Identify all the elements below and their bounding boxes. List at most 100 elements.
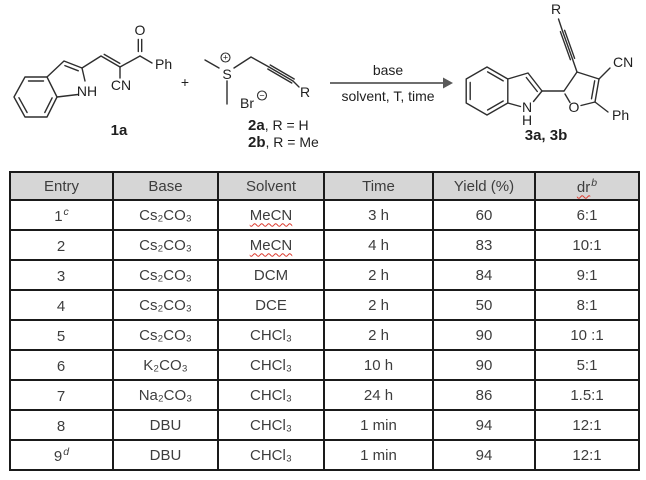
header-base: Base [112, 171, 219, 201]
entry-value: 6 [56, 357, 66, 375]
bromide-label: Br [240, 95, 254, 111]
time-value: 2 h [323, 319, 434, 351]
solvent-value: DCM [253, 266, 289, 284]
compound-1a-label: 1a [111, 122, 128, 139]
header-yield: Yield (%) [432, 171, 536, 201]
minus-charge: − [259, 91, 264, 101]
time-value: 3 h [323, 199, 434, 231]
yield-value: 90 [432, 319, 536, 351]
base-value: Na₂CO₃ [112, 379, 219, 411]
product-label: 3a, 3b [525, 127, 568, 144]
dr-value: 12:1 [534, 439, 640, 471]
dr-value: 10 :1 [534, 319, 640, 351]
header-time: Time [323, 171, 434, 201]
entry-footnote-marker: d [63, 445, 70, 458]
entry-footnote-marker: c [63, 205, 69, 218]
dr-value: 9:1 [534, 259, 640, 291]
conditions-below: solvent, T, time [341, 88, 434, 104]
r-group-label: R [300, 84, 310, 100]
solvent-value: MeCN [249, 206, 293, 224]
time-value: 2 h [323, 289, 434, 321]
product-structure: N H O CN Ph R 3a, 3b [465, 1, 633, 144]
entry-value: 1 [54, 207, 63, 225]
table-header-row: Entry Base Solvent Time Yield (%) drb [9, 171, 640, 201]
entry-value: 7 [56, 387, 66, 405]
table-row: 5 Cs₂CO₃ CHCl₃ 2 h 90 10 :1 [9, 319, 640, 351]
base-value: Cs₂CO₃ [112, 319, 219, 351]
yield-value: 60 [432, 199, 536, 231]
indole-n-atom-label: N [522, 99, 532, 115]
sulfur-atom-label: S [222, 66, 231, 82]
base-value: Cs₂CO₃ [112, 199, 219, 231]
base-value: Cs₂CO₃ [112, 259, 219, 291]
compound-2b-label: 2b, R = Me [248, 134, 319, 151]
solvent-value: MeCN [249, 236, 293, 254]
phenyl-label: Ph [155, 56, 172, 72]
reaction-arrow: base solvent, T, time [330, 62, 453, 104]
furan-o-atom-label: O [569, 99, 580, 115]
table-row: 4 Cs₂CO₃ DCE 2 h 50 8:1 [9, 289, 640, 321]
nitrile-atom-label: CN [111, 77, 131, 93]
yield-value: 90 [432, 349, 536, 381]
conditions-above: base [373, 62, 404, 78]
conditions-table: Entry Base Solvent Time Yield (%) drb 1c… [9, 171, 640, 471]
dr-value: 1.5:1 [534, 379, 640, 411]
time-value: 24 h [323, 379, 434, 411]
solvent-value: CHCl₃ [250, 416, 292, 434]
reactant-2-structure: + S R Br − 2a, R = H 2b, R = Me [204, 52, 319, 151]
reactant-1a-structure: NH CN O Ph 1a [13, 22, 172, 139]
yield-value: 86 [432, 379, 536, 411]
dr-value: 5:1 [534, 349, 640, 381]
product-phenyl-label: Ph [612, 107, 629, 123]
plus-charge: + [223, 53, 228, 63]
yield-value: 84 [432, 259, 536, 291]
header-dr: drb [534, 171, 640, 201]
table-row: 8 DBU CHCl₃ 1 min 94 12:1 [9, 409, 640, 441]
base-value: Cs₂CO₃ [112, 229, 219, 261]
dr-value: 10:1 [534, 229, 640, 261]
dr-value: 6:1 [534, 199, 640, 231]
minus-charge-circle [256, 90, 268, 101]
time-value: 10 h [323, 349, 434, 381]
entry-value: 3 [56, 267, 66, 285]
table-row: 2 Cs₂CO₃ MeCN 4 h 83 10:1 [9, 229, 640, 261]
solvent-value: DCE [255, 296, 287, 314]
product-nitrile-label: CN [613, 54, 633, 70]
time-value: 1 min [323, 439, 434, 471]
solvent-value: CHCl₃ [250, 356, 292, 374]
base-value: K₂CO₃ [112, 349, 219, 381]
entry-value: 5 [56, 327, 66, 345]
compound-2a-label: 2a, R = H [248, 117, 309, 134]
yield-value: 94 [432, 409, 536, 441]
dr-footnote-marker: b [591, 176, 598, 189]
dr-value: 8:1 [534, 289, 640, 321]
table-row: 9d DBU CHCl₃ 1 min 94 12:1 [9, 439, 640, 471]
table-row: 7 Na₂CO₃ CHCl₃ 24 h 86 1.5:1 [9, 379, 640, 411]
entry-value: 4 [56, 297, 66, 315]
header-entry: Entry [9, 171, 114, 201]
product-r-group-label: R [551, 1, 561, 17]
time-value: 2 h [323, 259, 434, 291]
carbonyl-o-atom-label: O [135, 22, 146, 38]
base-value: DBU [112, 439, 219, 471]
dr-value: 12:1 [534, 409, 640, 441]
nh-atom-label: NH [77, 83, 97, 99]
yield-value: 50 [432, 289, 536, 321]
time-value: 1 min [323, 409, 434, 441]
base-value: Cs₂CO₃ [112, 289, 219, 321]
solvent-value: CHCl₃ [250, 386, 292, 404]
table-row: 1c Cs₂CO₃ MeCN 3 h 60 6:1 [9, 199, 640, 231]
entry-value: 2 [56, 237, 66, 255]
plus-charge-circle [220, 52, 231, 63]
entry-value: 9 [53, 447, 63, 465]
header-solvent: Solvent [217, 171, 325, 201]
plus-sign: + [181, 74, 189, 90]
time-value: 4 h [323, 229, 434, 261]
yield-value: 94 [432, 439, 536, 471]
solvent-value: CHCl₃ [250, 326, 292, 344]
base-value: DBU [112, 409, 219, 441]
solvent-value: CHCl₃ [250, 446, 292, 464]
indole-h-atom-label: H [522, 112, 532, 128]
yield-value: 83 [432, 229, 536, 261]
